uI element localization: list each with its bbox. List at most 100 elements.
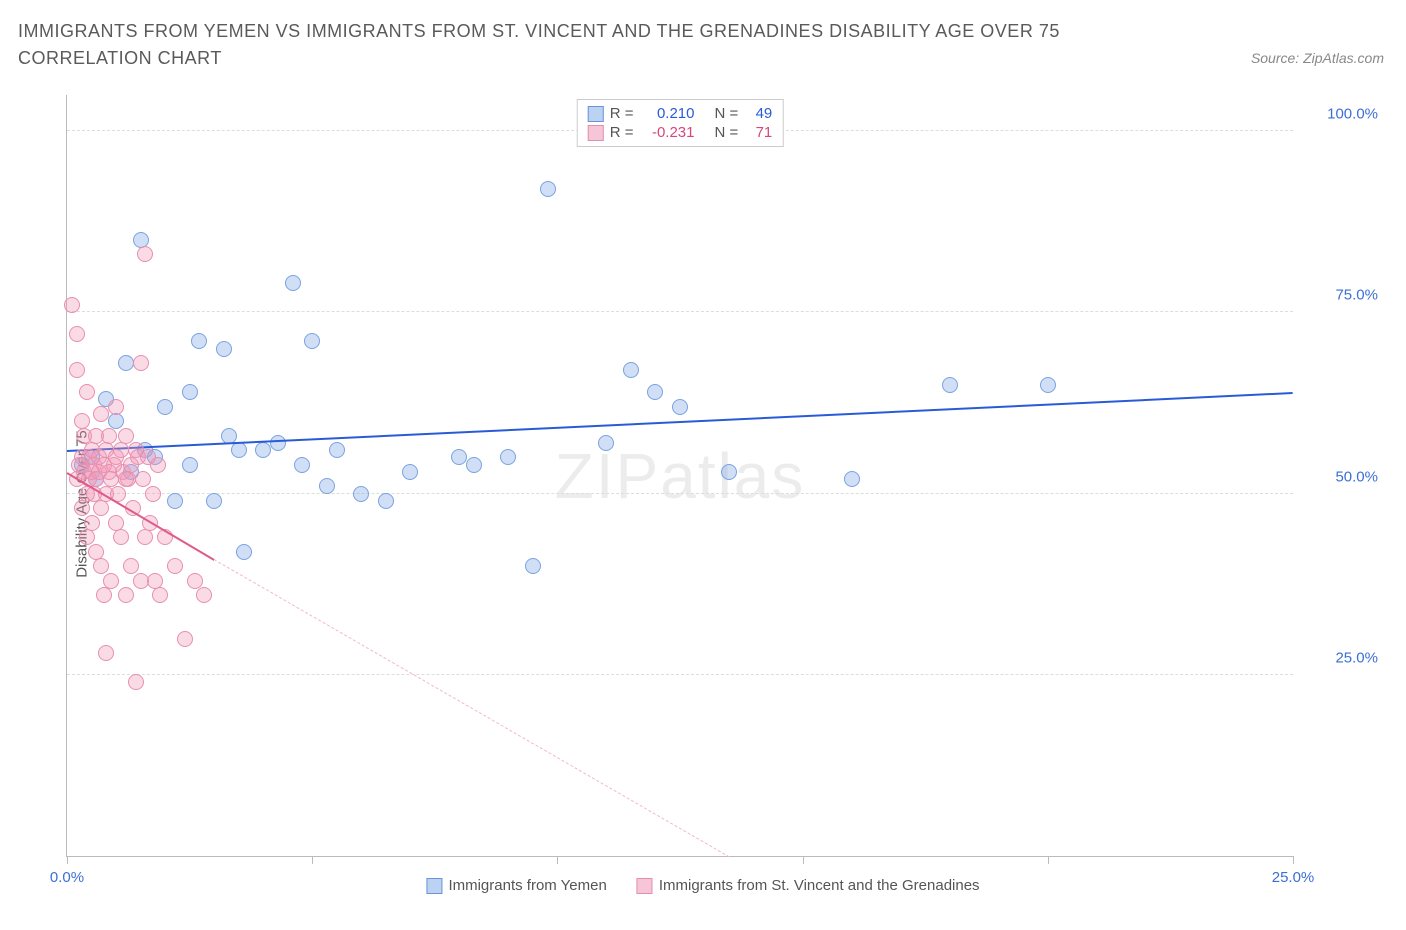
legend-item-1: Immigrants from St. Vincent and the Gren… (637, 877, 980, 894)
data-point (145, 486, 161, 502)
data-point (206, 493, 222, 509)
data-point (182, 384, 198, 400)
data-point (196, 587, 212, 603)
watermark: ZIPatlas (555, 439, 806, 513)
data-point (329, 442, 345, 458)
data-point (672, 399, 688, 415)
n-label: N = (715, 105, 739, 122)
data-point (79, 529, 95, 545)
data-point (118, 355, 134, 371)
data-point (69, 326, 85, 342)
data-point (108, 399, 124, 415)
x-tick-label: 0.0% (50, 869, 84, 886)
legend-item-0: Immigrants from Yemen (426, 877, 606, 894)
data-point (93, 558, 109, 574)
data-point (623, 362, 639, 378)
legend-series: Immigrants from Yemen Immigrants from St… (426, 877, 979, 894)
data-point (133, 573, 149, 589)
data-point (93, 500, 109, 516)
data-point (353, 486, 369, 502)
x-tick (557, 856, 558, 864)
data-point (137, 529, 153, 545)
data-point (500, 449, 516, 465)
data-point (182, 457, 198, 473)
data-point (598, 435, 614, 451)
legend-stats: R = 0.210 N = 49 R = -0.231 N = 71 (577, 99, 784, 147)
x-tick (1048, 856, 1049, 864)
data-point (108, 413, 124, 429)
chart-title: IMMIGRANTS FROM YEMEN VS IMMIGRANTS FROM… (18, 18, 1138, 72)
data-point (118, 471, 134, 487)
data-point (137, 246, 153, 262)
data-point (101, 428, 117, 444)
source-attribution: Source: ZipAtlas.com (1251, 50, 1384, 66)
x-tick (1293, 856, 1294, 864)
data-point (647, 384, 663, 400)
data-point (294, 457, 310, 473)
data-point (152, 587, 168, 603)
legend-stats-row-1: R = -0.231 N = 71 (588, 123, 773, 142)
data-point (231, 442, 247, 458)
n-label: N = (715, 124, 739, 141)
data-point (118, 428, 134, 444)
r-label: R = (610, 105, 634, 122)
data-point (113, 442, 129, 458)
data-point (133, 355, 149, 371)
data-point (157, 399, 173, 415)
r-value-0: 0.210 (640, 105, 695, 122)
trendline (214, 559, 729, 857)
data-point (319, 478, 335, 494)
swatch-series-0 (426, 878, 442, 894)
data-point (942, 377, 958, 393)
legend-stats-row-0: R = 0.210 N = 49 (588, 104, 773, 123)
data-point (103, 573, 119, 589)
data-point (540, 181, 556, 197)
data-point (721, 464, 737, 480)
data-point (113, 529, 129, 545)
data-point (451, 449, 467, 465)
data-point (79, 384, 95, 400)
data-point (466, 457, 482, 473)
y-tick-label: 25.0% (1303, 649, 1378, 666)
data-point (285, 275, 301, 291)
legend-label-0: Immigrants from Yemen (448, 877, 606, 894)
data-point (128, 674, 144, 690)
data-point (123, 558, 139, 574)
data-point (98, 645, 114, 661)
data-point (378, 493, 394, 509)
data-point (177, 631, 193, 647)
data-point (64, 297, 80, 313)
data-point (167, 558, 183, 574)
gridline (67, 311, 1293, 312)
data-point (270, 435, 286, 451)
chart-container: Disability Age Over 75 ZIPatlas R = 0.21… (18, 95, 1388, 912)
y-tick-label: 50.0% (1303, 468, 1378, 485)
gridline (67, 674, 1293, 675)
data-point (118, 587, 134, 603)
r-label: R = (610, 124, 634, 141)
x-tick (67, 856, 68, 864)
n-value-1: 71 (744, 124, 772, 141)
x-tick (803, 856, 804, 864)
data-point (187, 573, 203, 589)
plot-area: ZIPatlas R = 0.210 N = 49 R = -0.231 N =… (66, 95, 1293, 857)
data-point (236, 544, 252, 560)
data-point (74, 413, 90, 429)
data-point (216, 341, 232, 357)
data-point (255, 442, 271, 458)
data-point (135, 471, 151, 487)
swatch-series-1 (637, 878, 653, 894)
data-point (69, 362, 85, 378)
r-value-1: -0.231 (640, 124, 695, 141)
data-point (167, 493, 183, 509)
data-point (150, 457, 166, 473)
data-point (191, 333, 207, 349)
data-point (96, 587, 112, 603)
data-point (74, 500, 90, 516)
gridline (67, 493, 1293, 494)
data-point (525, 558, 541, 574)
legend-label-1: Immigrants from St. Vincent and the Gren… (659, 877, 980, 894)
swatch-series-0 (588, 106, 604, 122)
x-tick-label: 25.0% (1272, 869, 1315, 886)
data-point (304, 333, 320, 349)
